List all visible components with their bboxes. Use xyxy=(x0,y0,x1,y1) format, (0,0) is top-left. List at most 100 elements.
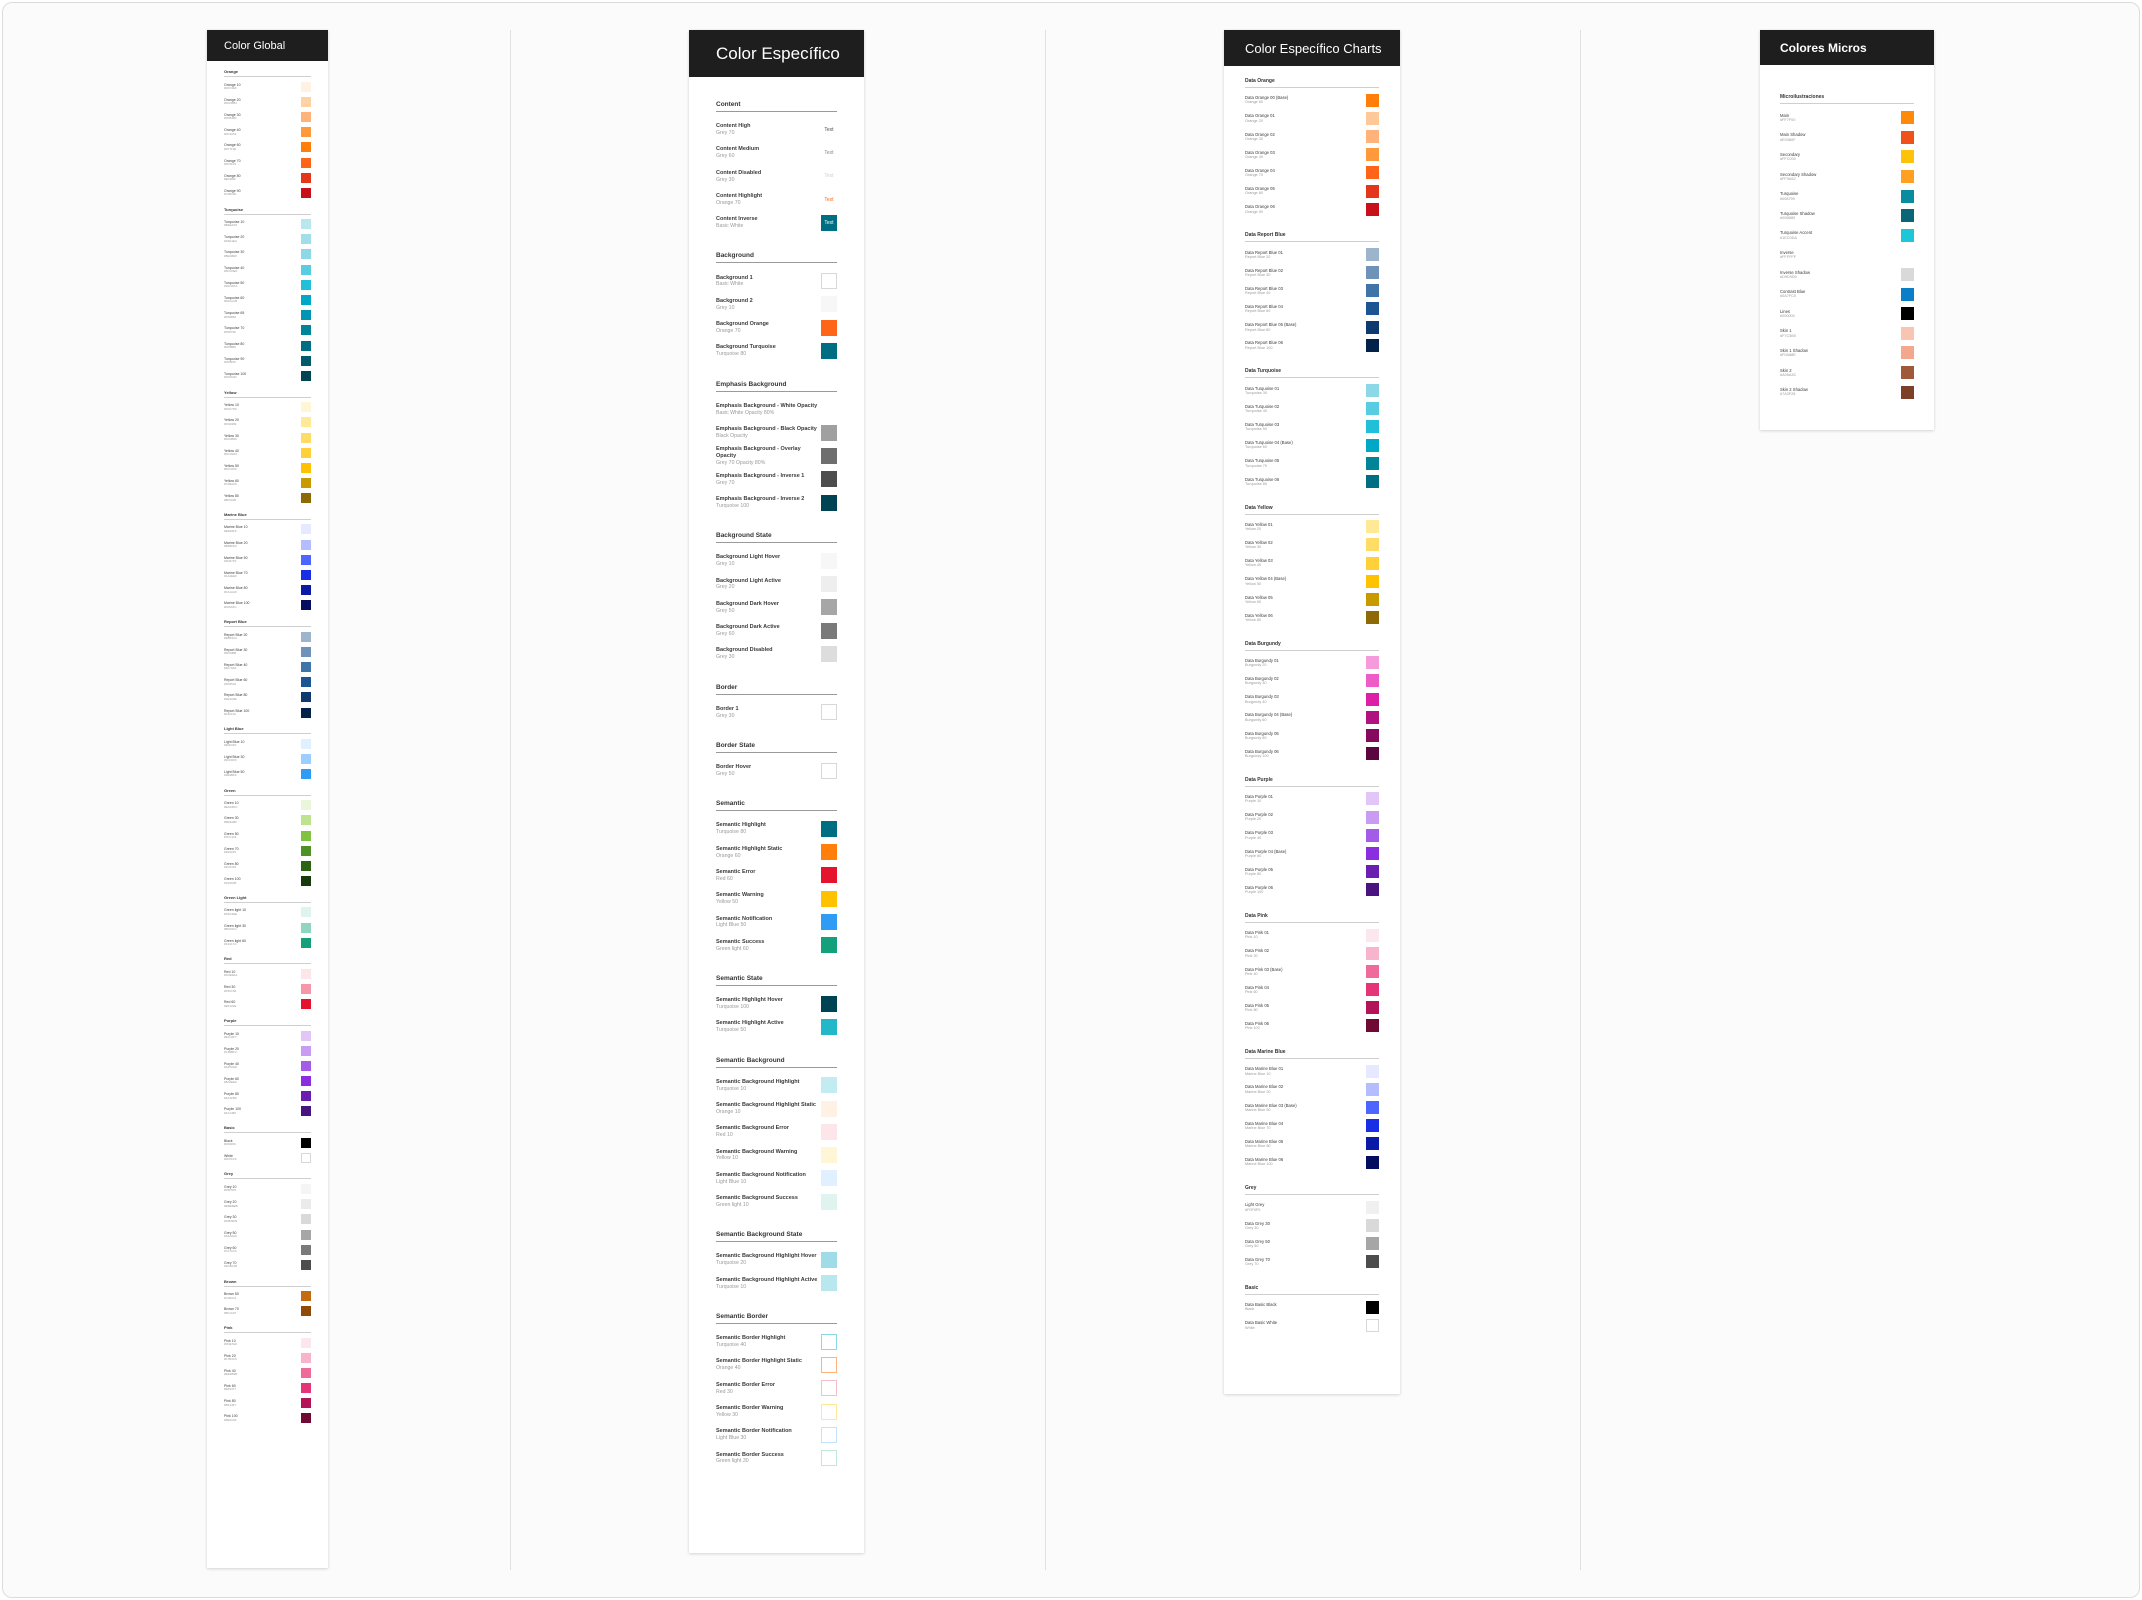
token-value: #E5122E xyxy=(224,1003,237,1008)
token-name: Secondary xyxy=(1780,152,1801,158)
token-value: Grey 30 xyxy=(716,176,735,183)
token-name: Pink 100 xyxy=(224,1414,238,1419)
color-token-row: Data Pink 01 Pink 10 xyxy=(1245,926,1379,944)
token-value: #B31457 xyxy=(224,1402,237,1407)
token-text: Skin 1 #F7C5B0 xyxy=(1780,328,1796,338)
color-swatch xyxy=(301,876,311,887)
token-name: Data Report Blue 03 xyxy=(1245,285,1283,291)
token-name: Inverse xyxy=(1780,250,1794,256)
color-swatch xyxy=(1366,1200,1379,1214)
color-token-row: Data Marine Blue 05 Marine Blue 80 xyxy=(1245,1135,1379,1153)
color-swatch xyxy=(301,447,311,458)
color-token-row: Grey 70 #4D4D4D xyxy=(224,1257,311,1272)
token-name: Data Orange 05 xyxy=(1245,186,1275,192)
color-token-row: Data Pink 04 Pink 60 xyxy=(1245,981,1379,999)
token-name: Data Turquoise 02 xyxy=(1245,403,1280,409)
token-value: Black Opacity xyxy=(716,432,748,439)
color-token-row: Red 10 #FDE6EA xyxy=(224,966,311,981)
color-swatch xyxy=(301,157,311,168)
color-token-row: Green 100 #163A0B xyxy=(224,874,311,889)
token-name: Skin 1 Shadow xyxy=(1780,348,1808,354)
token-value: Orange 60 xyxy=(1245,100,1263,105)
token-name: Grey 30 xyxy=(224,1215,237,1220)
color-token-row: Data Yellow 05 Yellow 60 xyxy=(1245,590,1379,608)
color-token-row: Background 1 Basic White xyxy=(716,269,837,292)
section-title: Turquoise xyxy=(224,207,311,215)
color-swatch xyxy=(1901,130,1914,144)
token-text: Data Orange 02 Orange 30 xyxy=(1245,132,1275,142)
token-value: Orange 60 xyxy=(716,852,741,859)
color-token-row: Turquoise 70 #008799 xyxy=(224,323,311,338)
token-name: Yellow 20 xyxy=(224,418,239,423)
color-swatch xyxy=(301,677,311,688)
token-value: #FFF3E6 xyxy=(224,85,237,90)
token-value: Orange 70 xyxy=(716,199,741,206)
token-name: Data Marine Blue 02 xyxy=(1245,1084,1284,1090)
token-text: Green 80 #2C6415 xyxy=(224,862,239,870)
token-name: Report Blue 40 xyxy=(224,662,248,667)
token-value: #003D4D xyxy=(224,375,237,380)
token-text: Inverse #FFFFFF xyxy=(1780,250,1796,260)
color-token-row: Green 10 #EAF6DC xyxy=(224,798,311,813)
token-text: Background Disabled Grey 30 xyxy=(716,647,773,660)
token-name: Data Orange 03 xyxy=(1245,149,1275,155)
token-text: Report Blue 60 #1D5591 xyxy=(224,678,247,686)
token-name: Semantic Highlight Hover xyxy=(716,997,783,1004)
color-token-row: Turquoise 50 #1EC0DA xyxy=(224,277,311,292)
token-value: #8F6A00 xyxy=(224,497,237,502)
color-token-row: Semantic Highlight Static Orange 60 xyxy=(716,841,837,864)
color-swatch xyxy=(1901,287,1914,301)
token-text: Data Marine Blue 01 Marine Blue 10 xyxy=(1245,1066,1283,1076)
token-value: #4A1480 xyxy=(224,1110,237,1115)
token-value: Marine Blue 70 xyxy=(1245,1126,1271,1131)
token-value: #FFFFFF xyxy=(1780,255,1797,260)
token-value: Purple 100 xyxy=(1245,890,1264,895)
color-token-row: Orange 90 #C0060F xyxy=(224,185,311,200)
color-swatch xyxy=(1366,1137,1379,1151)
token-name: Orange 60 xyxy=(224,143,241,148)
token-name: Data Turquoise 01 xyxy=(1245,385,1280,391)
token-name: Inverse Shadow xyxy=(1780,269,1811,275)
color-token-row: Content Inverse Basic White Text xyxy=(716,211,837,234)
color-swatch xyxy=(1366,384,1379,398)
card-title: Color Específico Charts xyxy=(1245,40,1382,56)
color-swatch xyxy=(301,600,311,611)
card-body: Content Content High Grey 70 Text Content Me… xyxy=(689,77,864,1470)
color-token-row: Data Pink 02 Pink 20 xyxy=(1245,944,1379,962)
token-value: #E0F0FF xyxy=(224,743,237,748)
token-name: Data Pink 05 xyxy=(1245,1002,1269,1008)
token-name: Semantic Success xyxy=(716,938,765,945)
token-text: Orange 60 #FF7F00 xyxy=(224,143,241,151)
token-name: Data Purple 02 xyxy=(1245,812,1273,818)
color-swatch xyxy=(301,370,311,381)
token-text: Data Pink 05 Pink 80 xyxy=(1245,1003,1269,1013)
token-name: Red 30 xyxy=(224,985,236,990)
color-token-row: Report Blue 100 #03214A xyxy=(224,705,311,720)
color-token-row: Semantic Border Notification Light Blue 3… xyxy=(716,1423,837,1446)
color-swatch xyxy=(301,937,311,948)
color-token-row: Data Burgundy 02 Burgundy 30 xyxy=(1245,672,1379,690)
token-text: Semantic Success Green light 60 xyxy=(716,939,764,952)
token-value: #9BB4CC xyxy=(224,635,238,640)
token-value: Grey 50 xyxy=(716,607,735,614)
token-value: #005566 xyxy=(224,360,236,365)
section-title: Semantic xyxy=(716,800,837,812)
token-name: Semantic Notification xyxy=(716,915,773,922)
color-swatch xyxy=(1366,93,1379,107)
token-name: Semantic Border Highlight Static xyxy=(716,1358,802,1365)
token-text: Data Grey 50 Grey 50 xyxy=(1245,1239,1270,1249)
token-value: #E1C6F7 xyxy=(224,1034,237,1039)
token-value: Grey 70 xyxy=(716,129,735,136)
color-token-row: Report Blue 60 #1D5591 xyxy=(224,675,311,690)
section-title: Data Pink xyxy=(1245,913,1379,923)
color-token-row: Data Pink 03 (Base) Pink 40 xyxy=(1245,962,1379,980)
color-swatch xyxy=(1366,1155,1379,1169)
card-body: Orange Orange 10 #FFF3E6 Orange 20 #FFD6B3 Or… xyxy=(207,61,328,1426)
color-token-row: Data Yellow 01 Yellow 20 xyxy=(1245,518,1379,536)
token-name: Grey 20 xyxy=(224,1200,237,1205)
color-swatch xyxy=(1366,1064,1379,1078)
token-text: Data Orange 06 Orange 90 xyxy=(1245,204,1275,214)
color-swatch xyxy=(301,539,311,550)
color-token-row: Data Grey 70 Grey 70 xyxy=(1245,1253,1379,1271)
token-name: Grey 60 xyxy=(224,1245,237,1250)
